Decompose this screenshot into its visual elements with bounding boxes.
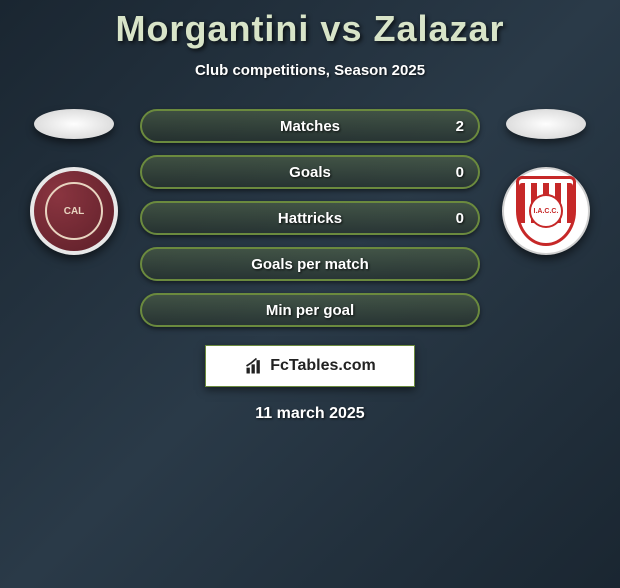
date-label: 11 march 2025 <box>0 405 620 423</box>
page-title: Morgantini vs Zalazar <box>0 8 620 50</box>
player-left-avatar-placeholder <box>34 109 114 139</box>
chart-icon <box>244 356 264 376</box>
stat-label: Goals per match <box>142 256 478 273</box>
player-right-column: I.A.C.C. <box>496 109 596 255</box>
stat-label: Min per goal <box>142 302 478 319</box>
player-left-column: CAL <box>24 109 124 255</box>
stats-column: Matches2Goals0Hattricks0Goals per matchM… <box>140 109 480 327</box>
badge-right-text: I.A.C.C. <box>529 194 563 228</box>
stat-row: Min per goal <box>140 293 480 327</box>
stat-row: Goals0 <box>140 155 480 189</box>
player-left-club-badge: CAL <box>30 167 118 255</box>
logo-text: FcTables.com <box>270 357 376 375</box>
stat-value-right: 0 <box>456 210 464 227</box>
stat-label: Matches <box>142 118 478 135</box>
stat-row: Matches2 <box>140 109 480 143</box>
stat-value-right: 0 <box>456 164 464 181</box>
stat-value-right: 2 <box>456 118 464 135</box>
badge-left-text: CAL <box>45 182 103 240</box>
stat-row: Hattricks0 <box>140 201 480 235</box>
comparison-content: CAL Matches2Goals0Hattricks0Goals per ma… <box>0 109 620 327</box>
stat-label: Hattricks <box>142 210 478 227</box>
fctables-logo: FcTables.com <box>205 345 415 387</box>
player-right-avatar-placeholder <box>506 109 586 139</box>
subtitle: Club competitions, Season 2025 <box>0 62 620 79</box>
stat-label: Goals <box>142 164 478 181</box>
player-right-club-badge: I.A.C.C. <box>502 167 590 255</box>
stat-row: Goals per match <box>140 247 480 281</box>
